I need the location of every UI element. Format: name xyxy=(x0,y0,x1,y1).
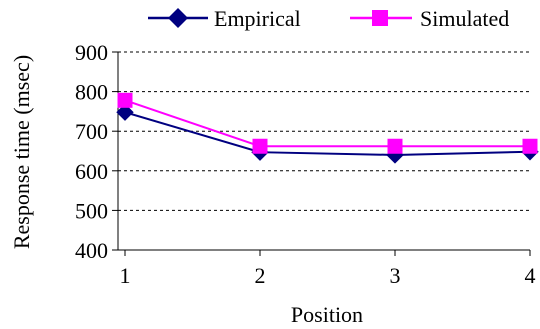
legend-label-simulated: Simulated xyxy=(420,6,509,31)
y-tick-label-900: 900 xyxy=(75,40,108,65)
y-tick-label-600: 600 xyxy=(75,159,108,184)
series xyxy=(116,92,539,164)
legend-item-simulated: Simulated xyxy=(350,6,509,31)
grid-lines xyxy=(118,51,530,211)
legend-marker-empirical xyxy=(168,8,188,28)
legend-marker-simulated xyxy=(372,10,388,26)
x-tick-label-2: 2 xyxy=(255,263,266,288)
x-tick-labels: 1 2 3 4 xyxy=(120,263,536,288)
point-simulated-1 xyxy=(117,92,133,108)
y-tick-label-700: 700 xyxy=(75,119,108,144)
series-line-simulated xyxy=(124,99,530,148)
point-simulated-2 xyxy=(252,138,268,154)
point-simulated-3 xyxy=(387,138,403,154)
legend-label-empirical: Empirical xyxy=(214,6,301,31)
x-tick-label-1: 1 xyxy=(120,263,131,288)
series-line-empirical xyxy=(124,111,531,156)
y-axis-title: Response time (msec) xyxy=(9,55,34,249)
y-tick-label-500: 500 xyxy=(75,198,108,223)
x-tick-label-3: 3 xyxy=(390,263,401,288)
x-tick-label-4: 4 xyxy=(525,263,536,288)
point-simulated-4 xyxy=(522,138,538,154)
x-axis-title: Position xyxy=(291,302,363,327)
axes xyxy=(112,51,531,256)
point-empirical-1 xyxy=(116,103,134,121)
y-tick-labels: 400 500 600 700 800 900 xyxy=(75,40,108,263)
legend-item-empirical: Empirical xyxy=(148,6,301,31)
y-tick-label-800: 800 xyxy=(75,80,108,105)
y-tick-label-400: 400 xyxy=(75,238,108,263)
legend: Empirical Simulated xyxy=(148,6,509,31)
